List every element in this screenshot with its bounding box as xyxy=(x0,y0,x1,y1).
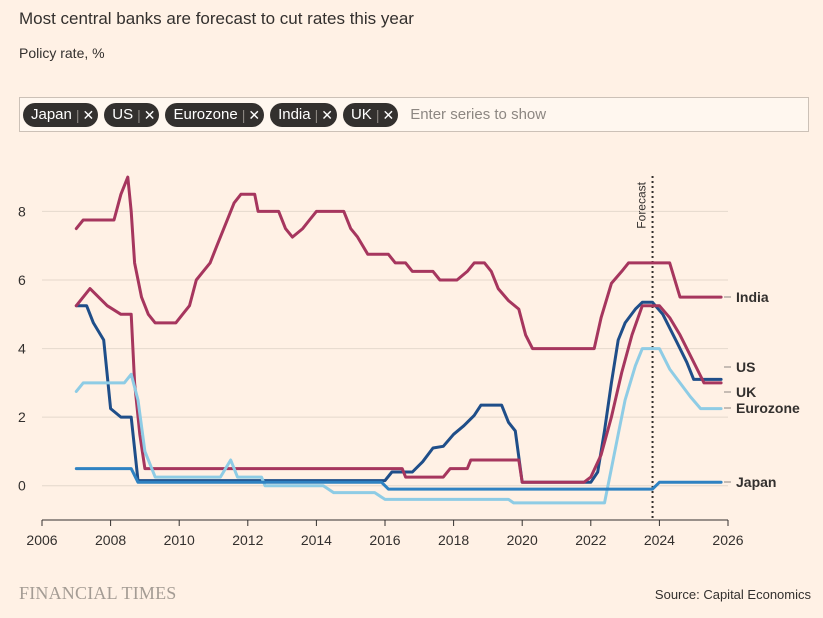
series-lines xyxy=(74,175,723,505)
chip-divider: | xyxy=(314,106,319,123)
x-tick-label: 2016 xyxy=(369,532,400,548)
y-tick-label: 6 xyxy=(18,272,26,288)
series-line-eurozone xyxy=(74,347,723,505)
x-tick-label: 2018 xyxy=(438,532,469,548)
x-axis: 2006 2008 2010 2012 2014 2016 2018 2020 2022 2024… xyxy=(26,519,744,548)
chip-divider: | xyxy=(241,106,246,123)
remove-icon[interactable]: ✕ xyxy=(248,106,261,123)
y-axis: 0 2 4 6 8 xyxy=(18,203,26,493)
x-tick-label: 2010 xyxy=(164,532,195,548)
chart-subtitle: Policy rate, % xyxy=(19,45,105,61)
chip-india[interactable]: India | ✕ xyxy=(270,102,337,127)
remove-icon[interactable]: ✕ xyxy=(382,106,395,123)
x-tick-label: 2012 xyxy=(232,532,263,548)
chip-divider: | xyxy=(137,106,141,123)
x-tick-label: 2020 xyxy=(507,532,538,548)
source-note: Source: Capital Economics xyxy=(654,587,811,602)
x-tick-label: 2008 xyxy=(95,532,126,548)
remove-icon[interactable]: ✕ xyxy=(143,106,156,123)
y-tick-label: 4 xyxy=(18,341,26,357)
chip-divider: | xyxy=(375,106,380,123)
series-line-japan xyxy=(74,467,723,491)
remove-icon[interactable]: ✕ xyxy=(321,106,333,123)
y-tick-label: 0 xyxy=(18,478,26,494)
x-tick-label: 2024 xyxy=(644,532,675,548)
x-tick-label: 2022 xyxy=(575,532,606,548)
end-label-india: India xyxy=(736,289,769,305)
y-tick-label: 8 xyxy=(18,203,26,219)
x-tick-label: 2026 xyxy=(712,532,743,548)
brand-logo: FINANCIAL TIMES xyxy=(19,583,177,603)
forecast-label: Forecast xyxy=(635,181,649,228)
chip-us[interactable]: US | ✕ xyxy=(104,102,160,127)
remove-icon[interactable]: ✕ xyxy=(82,106,95,123)
x-tick-label: 2014 xyxy=(301,532,332,548)
chip-divider: | xyxy=(75,106,80,123)
chip-uk[interactable]: UK | ✕ xyxy=(342,102,399,127)
x-tick-label: 2006 xyxy=(26,532,57,548)
chip-label: Eurozone xyxy=(173,106,238,123)
series-line-us xyxy=(74,300,723,484)
chip-label: Japan xyxy=(31,106,72,123)
end-label-us: US xyxy=(736,359,755,375)
end-label-uk: UK xyxy=(736,384,756,400)
chip-label: UK xyxy=(350,106,372,123)
chip-label: US xyxy=(112,106,134,123)
series-line-uk xyxy=(74,287,723,484)
chart-title: Most central banks are forecast to cut r… xyxy=(19,9,414,28)
chip-japan[interactable]: Japan | ✕ xyxy=(23,102,99,127)
y-tick-label: 2 xyxy=(18,409,26,425)
end-label-eurozone: Eurozone xyxy=(736,400,800,416)
chip-eurozone[interactable]: Eurozone | ✕ xyxy=(165,102,265,127)
end-label-japan: Japan xyxy=(736,474,776,490)
chip-label: India xyxy=(278,106,311,123)
series-selector[interactable]: Japan | ✕ US | ✕ Eurozone | ✕ India | ✕ … xyxy=(19,97,809,132)
series-search-input[interactable]: Enter series to show xyxy=(410,106,547,123)
series-line-india xyxy=(74,175,723,351)
